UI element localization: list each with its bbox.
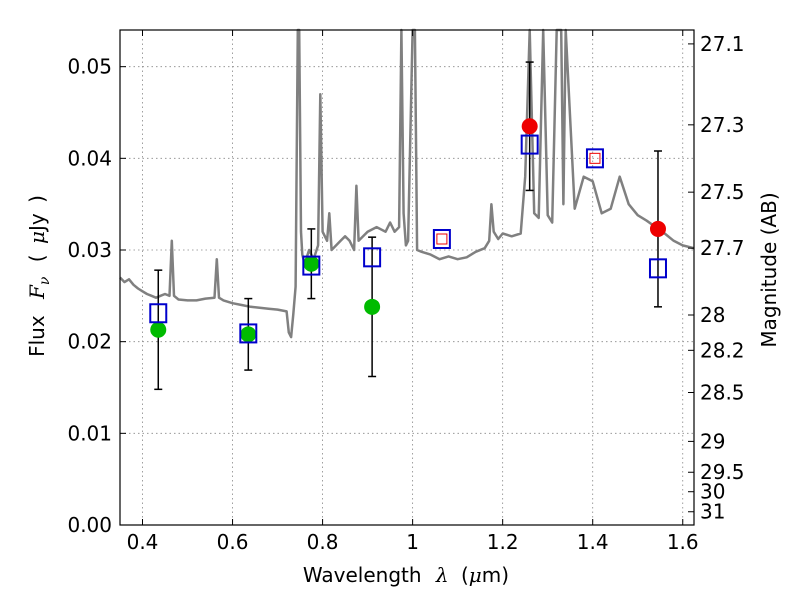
observed-point-green (303, 255, 320, 272)
y2-tick-label: 30 (700, 480, 725, 504)
y2-tick-label: 27.3 (700, 113, 745, 137)
spectrum-line (119, 28, 695, 339)
grid-lines (120, 30, 694, 526)
y-tick-label: 0.02 (67, 330, 112, 354)
y-axis-ticks: 0.00 0.01 0.02 0.03 0.04 0.05 (67, 55, 126, 537)
x-tick-label: 0.6 (217, 530, 249, 554)
y-tick-label: 0.01 (67, 421, 112, 445)
y-axis-label: Flux Fν ( μJy ) (25, 195, 54, 357)
observed-point-green (240, 326, 257, 343)
x-tick-label: 0.4 (127, 530, 159, 554)
y-tick-label: 0.03 (67, 238, 112, 262)
y-tick-label: 0.05 (67, 55, 112, 79)
model-spectrum (119, 28, 695, 339)
y2-tick-label: 27.7 (700, 236, 745, 260)
x-tick-label: 1 (406, 530, 419, 554)
y2-tick-label: 31 (700, 500, 725, 524)
x-tick-label: 1.2 (487, 530, 519, 554)
y2-tick-label: 27.5 (700, 180, 745, 204)
y-tick-label: 0.00 (67, 513, 112, 537)
model-point-square (648, 258, 667, 279)
model-point-square (585, 148, 604, 169)
model-point-square (520, 134, 539, 155)
observed-point-red (521, 118, 538, 135)
model-point-square (363, 247, 382, 268)
observed-point-green (150, 321, 167, 338)
plot-frame (119, 29, 695, 526)
x-axis-label: Wavelength λ (μm) (303, 563, 509, 587)
small-red-square (589, 152, 601, 164)
y2-tick-label: 29.5 (700, 460, 745, 484)
model-point-square (149, 303, 168, 324)
y-tick-label: 0.04 (67, 146, 112, 170)
small-red-square (436, 233, 448, 245)
y2-tick-label: 28 (700, 303, 725, 327)
x-tick-label: 1.6 (667, 530, 699, 554)
y2-tick-label: 27.1 (700, 32, 745, 56)
x-axis-ticks: 0.4 0.6 0.8 1 1.2 1.4 1.6 (127, 30, 699, 554)
model-point-square (239, 323, 258, 344)
y2-tick-label: 28.5 (700, 380, 745, 404)
y2-axis-label: Magnitude (AB) (757, 192, 781, 347)
photometry-points (149, 61, 667, 391)
x-tick-label: 0.8 (307, 530, 339, 554)
observed-point-red (649, 220, 666, 237)
y2-tick-label: 29 (700, 429, 725, 453)
model-point-square (302, 255, 321, 276)
x-tick-label: 1.4 (577, 530, 609, 554)
model-point-square (432, 229, 451, 249)
y2-tick-label: 28.2 (700, 338, 745, 362)
observed-point-green (364, 298, 381, 315)
